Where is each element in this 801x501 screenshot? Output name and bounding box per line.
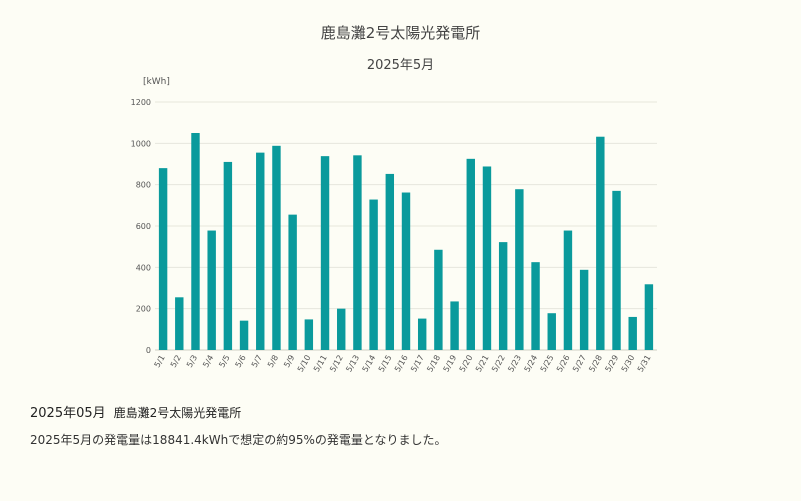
bar-chart: 0 200 400 600 800 1000 1200 5/1 5/2 5/3 5/4 5/5 5/6… [131,77,657,374]
bar-5-9 [288,214,297,350]
y-tick-label: 400 [136,263,151,272]
bar-5-13 [353,155,362,350]
summary-plant-name: 鹿島灘2号太陽光発電所 [113,406,242,420]
x-tick-label: 5/8 [266,354,280,370]
bar-5-15 [385,173,395,350]
x-tick-label: 5/10 [296,354,313,374]
bars [158,133,654,350]
bar-5-30 [628,316,637,350]
bar-5-16 [401,192,411,350]
x-tick-label: 5/17 [409,354,426,374]
x-tick-label: 5/30 [620,354,637,374]
x-tick-label: 5/9 [282,354,296,370]
bar-5-6 [239,320,249,350]
bar-5-10 [304,319,314,350]
bar-5-18 [434,249,443,350]
x-tick-label: 5/16 [393,354,410,374]
y-tick-label: 1200 [131,98,151,107]
bar-5-31 [644,284,654,350]
bar-5-5 [223,161,233,350]
x-tick-label: 5/22 [490,353,507,373]
x-tick-label: 5/11 [312,354,329,374]
bar-5-12 [337,308,346,350]
bar-5-22 [498,242,508,350]
x-tick-label: 5/14 [361,354,378,374]
x-tick-label: 5/2 [169,354,183,370]
bar-5-14 [369,199,378,350]
x-tick-label: 5/26 [555,354,572,374]
x-tick-label: 5/4 [201,354,215,370]
x-tick-label: 5/24 [523,354,540,374]
x-tick-label: 5/12 [328,354,345,374]
y-tick-label: 1000 [131,139,151,148]
bar-5-11 [320,156,330,350]
x-tick-label: 5/25 [539,354,556,374]
y-tick-label: 0 [146,346,151,355]
x-tick-label: 5/5 [217,354,231,370]
bar-5-19 [450,301,459,350]
x-tick-label: 5/20 [458,354,475,374]
y-tick-label: 800 [136,181,151,190]
x-tick-label: 5/6 [234,354,248,370]
bar-5-29 [612,190,621,350]
bar-5-17 [417,318,427,350]
x-tick-label: 5/28 [587,354,604,374]
bar-5-27 [579,269,589,350]
bar-5-1 [158,168,168,350]
y-axis-unit-label: [kWh] [143,77,170,87]
bar-5-2 [175,297,184,350]
x-tick-label: 5/7 [250,354,264,370]
bar-5-26 [563,230,573,350]
bar-5-24 [531,262,540,350]
bar-5-20 [466,158,475,350]
x-tick-label: 5/21 [474,354,491,374]
bar-5-23 [515,189,524,350]
x-tick-label: 5/3 [185,354,199,370]
x-tick-label: 5/18 [425,354,442,374]
bar-5-21 [482,166,492,350]
x-tick-label: 5/31 [636,354,653,374]
y-tick-label: 200 [136,305,151,314]
y-axis-ticks: 0 200 400 600 800 1000 1200 [131,98,151,355]
x-tick-label: 5/27 [571,354,588,374]
bar-5-25 [547,313,556,350]
gridlines [155,101,657,351]
x-axis-ticks: 5/1 5/2 5/3 5/4 5/5 5/6 5/7 5/8 5/9 5/10 5/11 5/12 5… [153,353,653,373]
y-tick-label: 600 [136,222,151,231]
bar-5-8 [272,145,281,350]
bar-5-4 [207,230,216,350]
summary-text: 2025年5月の発電量は18841.4kWhで想定の約95%の発電量となりました… [30,433,447,447]
x-tick-label: 5/29 [603,354,620,374]
summary-period: 2025年05月 [30,406,106,421]
x-tick-label: 5/23 [506,354,523,374]
chart-subtitle: 2025年5月 [366,58,435,73]
summary-heading: 2025年05月 鹿島灘2号太陽光発電所 [30,402,241,421]
bar-5-3 [191,133,200,350]
x-tick-label: 5/15 [377,354,394,374]
x-tick-label: 5/19 [442,354,459,374]
x-tick-label: 5/13 [344,354,361,374]
chart-title: 鹿島灘2号太陽光発電所 [320,24,481,42]
bar-5-7 [256,152,265,350]
x-tick-label: 5/1 [153,354,167,370]
bar-5-28 [596,136,605,350]
